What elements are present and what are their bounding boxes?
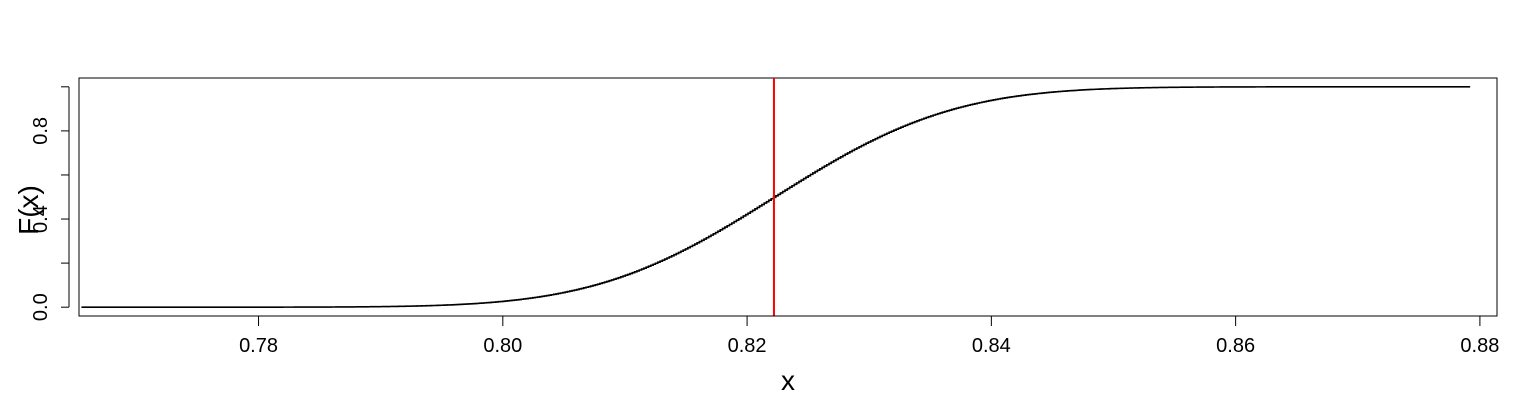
y-axis: 0.0 0.4 0.8 xyxy=(30,86,70,321)
x-tick-label-3: 0.84 xyxy=(972,335,1011,357)
x-axis: 0.78 0.80 0.82 0.84 0.86 0.88 xyxy=(239,315,1499,357)
y-axis-title: F(x) xyxy=(13,185,44,235)
plot-frame xyxy=(78,77,1498,317)
y-tick-label-2: 0.4 xyxy=(30,205,52,233)
y-tick-label-0: 0.0 xyxy=(30,293,52,321)
x-tick-label-2: 0.82 xyxy=(728,335,767,357)
x-tick-label-1: 0.80 xyxy=(483,335,522,357)
x-tick-label-4: 0.86 xyxy=(1216,335,1255,357)
y-tick-label-4: 0.8 xyxy=(30,117,52,145)
x-tick-label-5: 0.88 xyxy=(1460,335,1499,357)
x-tick-label-0: 0.78 xyxy=(239,335,278,357)
plot-area xyxy=(81,78,1471,316)
ecdf-series-line-0 xyxy=(81,86,1471,308)
x-axis-title: x xyxy=(781,365,795,396)
